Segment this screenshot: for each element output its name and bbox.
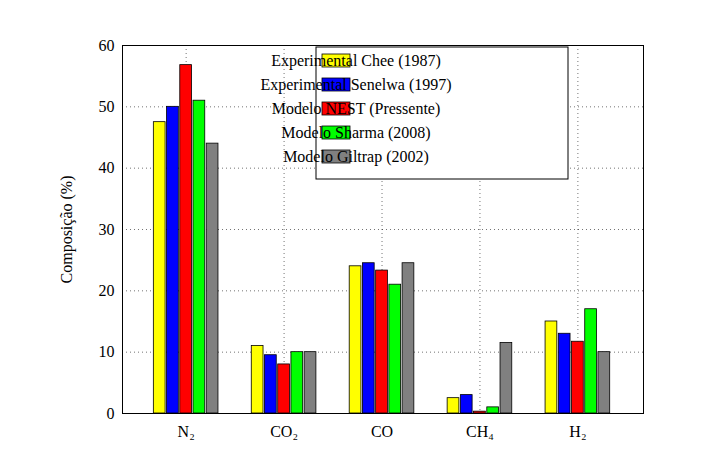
svg-text:30: 30 <box>99 221 115 238</box>
svg-text:Experimental Senelwa (1997): Experimental Senelwa (1997) <box>260 76 451 94</box>
svg-text:N₂: N₂ <box>178 423 195 440</box>
svg-text:0: 0 <box>107 405 115 422</box>
svg-text:Modelo Giltrap (2002): Modelo Giltrap (2002) <box>283 148 429 166</box>
svg-text:50: 50 <box>99 98 115 115</box>
svg-text:60: 60 <box>99 37 115 54</box>
svg-text:Modelo NEST (Pressente): Modelo NEST (Pressente) <box>272 100 441 118</box>
svg-text:CO₂: CO₂ <box>270 423 298 440</box>
svg-text:CO: CO <box>371 423 393 440</box>
svg-text:40: 40 <box>99 159 115 176</box>
svg-text:H₂: H₂ <box>569 423 586 440</box>
svg-text:Experimental Chee (1987): Experimental Chee (1987) <box>271 52 441 70</box>
svg-text:Modelo Sharma (2008): Modelo Sharma (2008) <box>281 124 430 142</box>
svg-text:20: 20 <box>99 282 115 299</box>
svg-text:CH₄: CH₄ <box>466 423 494 440</box>
svg-text:10: 10 <box>99 343 115 360</box>
svg-text:Composição (%): Composição (%) <box>58 176 76 284</box>
